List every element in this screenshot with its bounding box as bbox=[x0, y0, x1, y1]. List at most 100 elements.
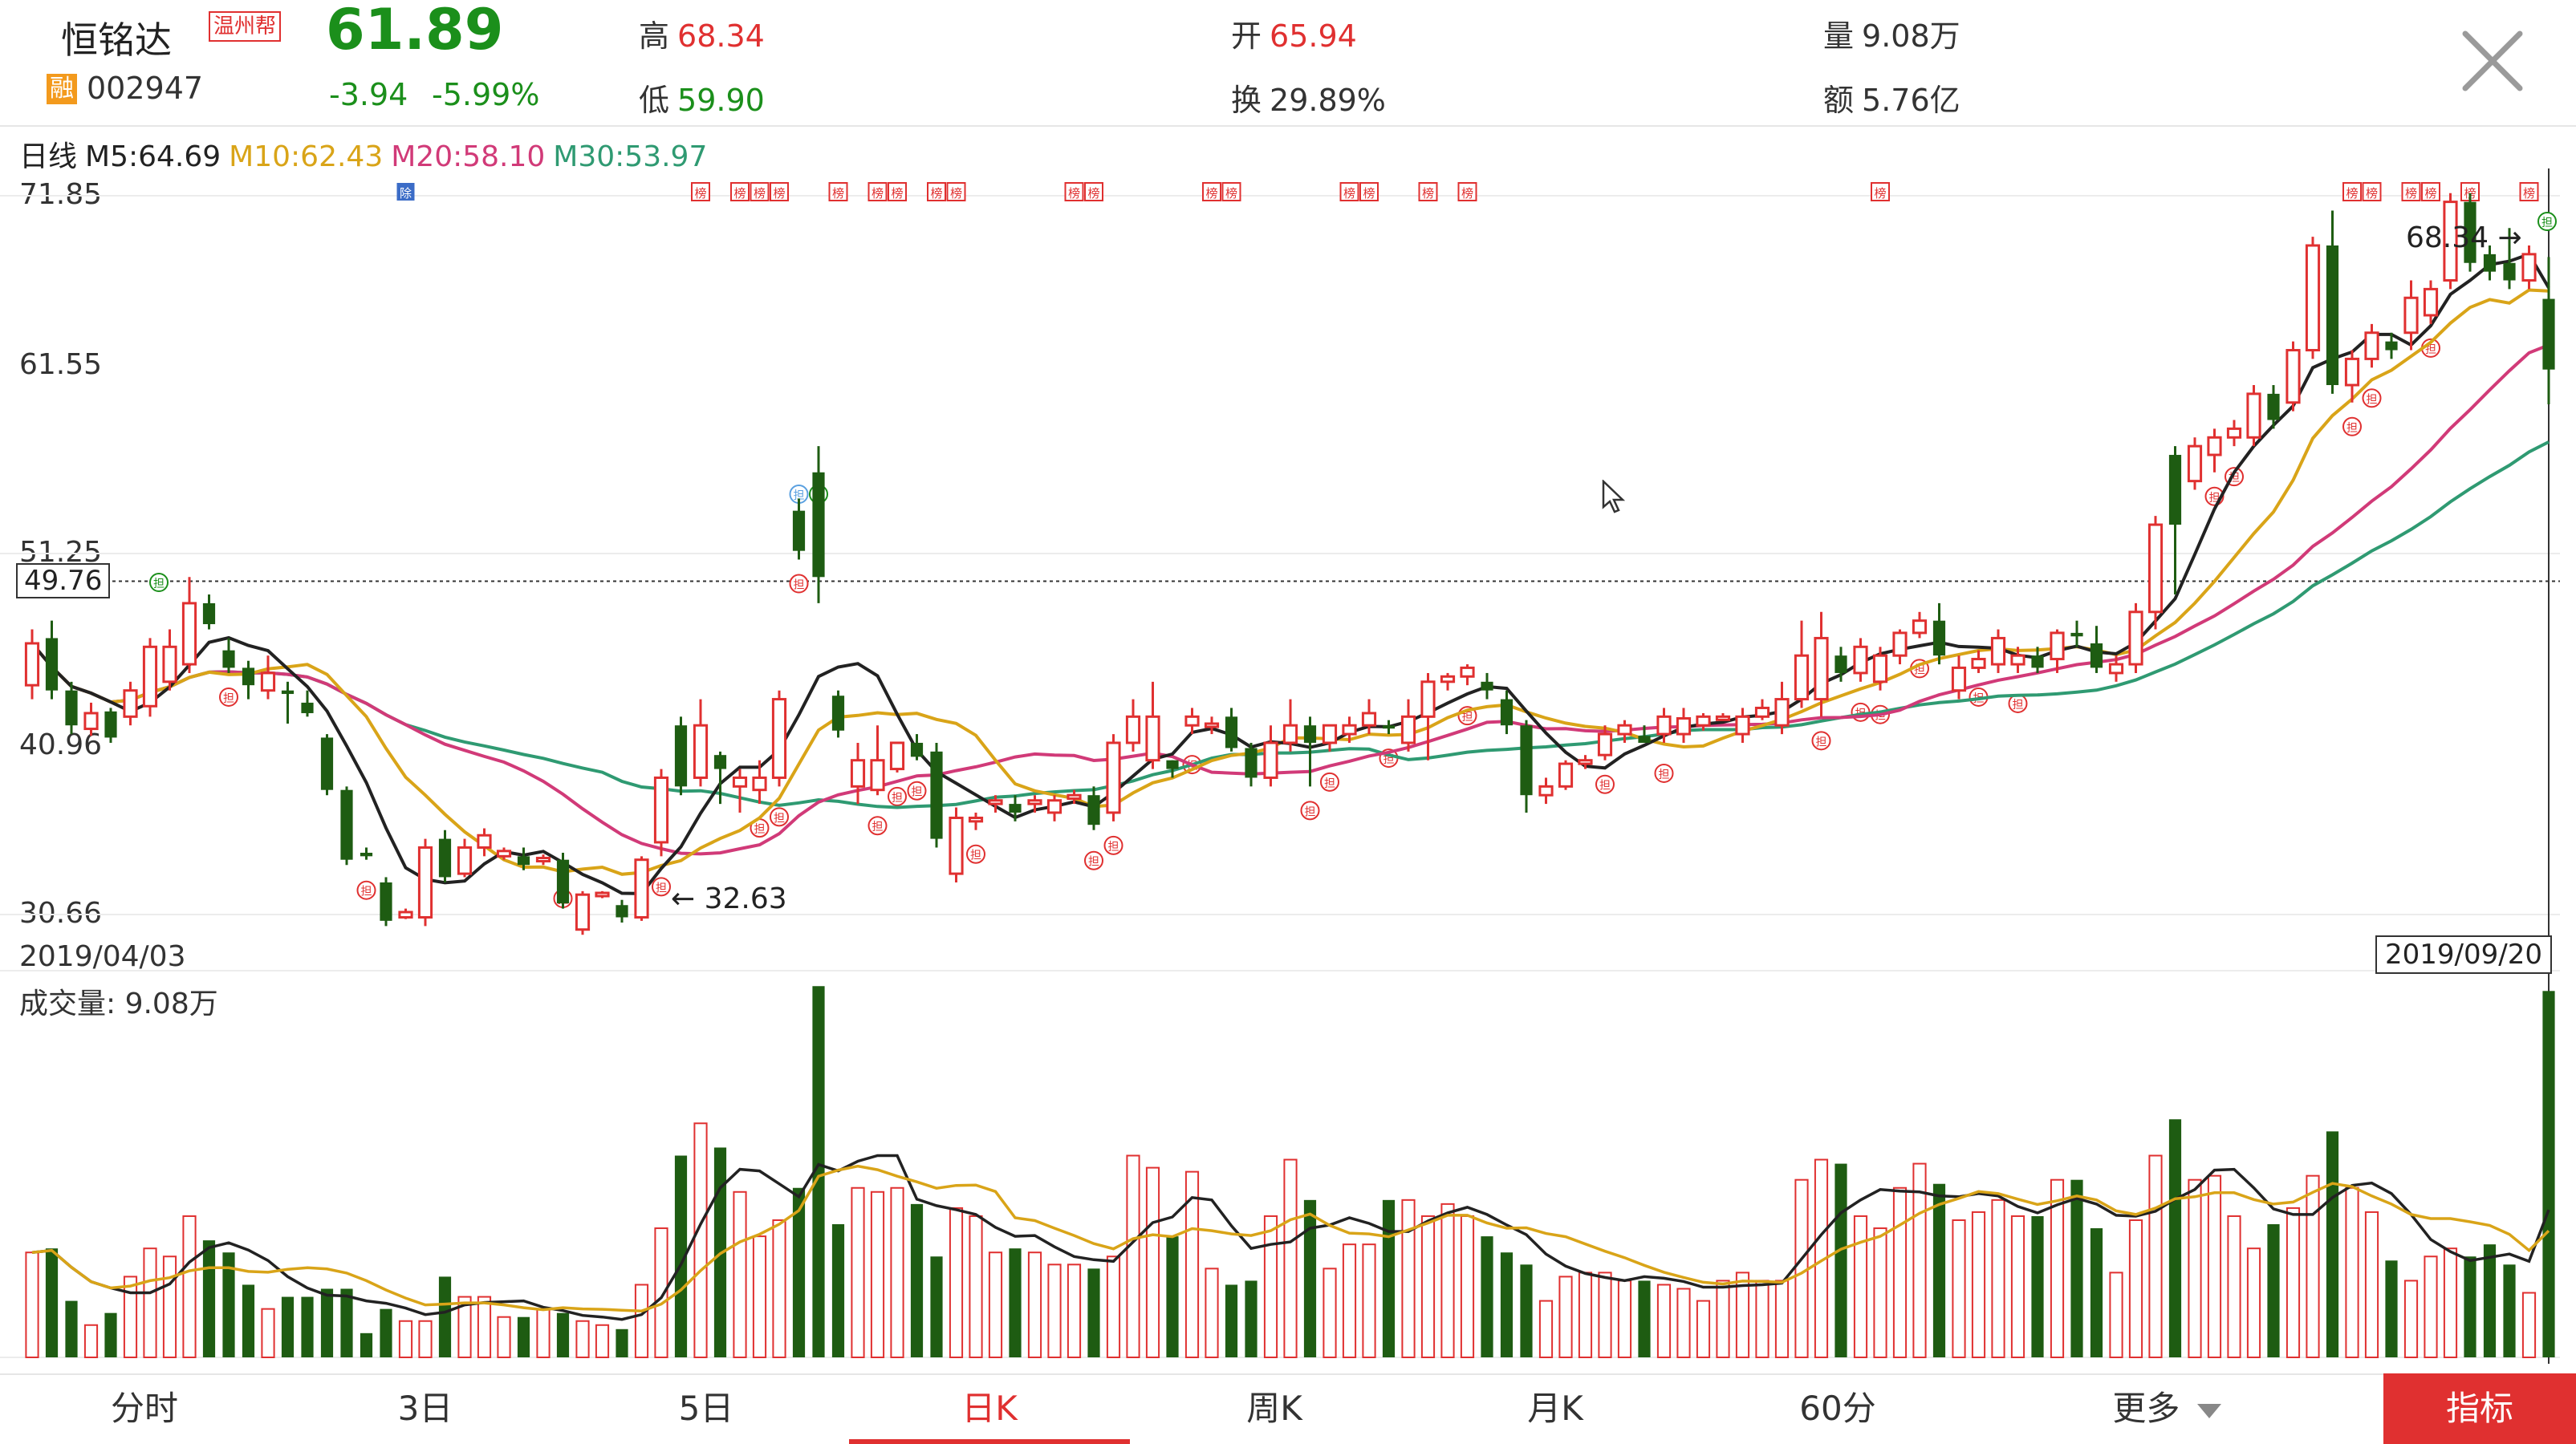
close-button[interactable] bbox=[2460, 29, 2525, 93]
candle-body bbox=[2070, 632, 2083, 637]
volume-bar bbox=[1696, 1300, 1711, 1359]
amount-label: 额 bbox=[1823, 83, 1855, 118]
tab-monthly-k[interactable]: 月K bbox=[1527, 1389, 1583, 1428]
volume-bar bbox=[1126, 1154, 1140, 1358]
candle-body bbox=[1322, 724, 1338, 744]
volume-bar bbox=[301, 1296, 314, 1357]
candle-body bbox=[595, 891, 610, 898]
candle-body bbox=[1696, 715, 1711, 727]
volume-bar bbox=[1009, 1248, 1022, 1357]
volume-bar bbox=[162, 1255, 177, 1358]
candle-body bbox=[2050, 631, 2065, 661]
candle-body bbox=[123, 689, 138, 718]
volume-bar bbox=[752, 1235, 767, 1358]
ma20-line bbox=[30, 343, 2550, 856]
dan-marker bbox=[888, 786, 907, 806]
candle-body bbox=[1145, 715, 1160, 762]
bang-marker-label: 榜 bbox=[1874, 186, 1886, 201]
dan-marker-label: 担 bbox=[656, 882, 667, 894]
candle-body bbox=[1204, 722, 1220, 728]
volume-bar bbox=[2483, 1244, 2497, 1357]
candle-body bbox=[870, 759, 885, 792]
kline-chart[interactable]: 榜榜榜榜榜榜榜榜榜榜榜榜榜榜榜榜榜榜榜榜榜榜榜榜除担担担担担担担担担担担担担担担… bbox=[0, 0, 2576, 1373]
tab-daily-k[interactable]: 日K bbox=[961, 1389, 1018, 1428]
volume-bar bbox=[1283, 1158, 1298, 1359]
candle-body bbox=[517, 856, 530, 866]
bang-marker bbox=[927, 182, 946, 201]
header-divider bbox=[0, 125, 2576, 127]
tab-3day[interactable]: 3日 bbox=[397, 1389, 453, 1428]
bang-marker bbox=[888, 182, 907, 201]
volume-bar bbox=[634, 1284, 649, 1358]
volume-bar bbox=[1676, 1288, 1691, 1359]
dan-marker bbox=[1595, 774, 1615, 794]
dan-marker bbox=[867, 816, 888, 836]
volume-bar bbox=[1735, 1272, 1750, 1359]
candle-body bbox=[1342, 724, 1357, 736]
candle-body bbox=[2031, 655, 2044, 668]
candle-body bbox=[104, 711, 117, 738]
dan-marker-label: 担 bbox=[1088, 856, 1099, 869]
event-markers: 榜榜榜榜榜榜榜榜榜榜榜榜榜榜榜榜榜榜榜榜榜榜榜榜除担担担担担担担担担担担担担担担… bbox=[149, 182, 2557, 908]
bang-marker-label: 榜 bbox=[694, 186, 706, 201]
candle-body bbox=[1794, 654, 1810, 701]
concept-tag[interactable]: 温州帮 bbox=[209, 11, 282, 42]
volume-bar bbox=[1460, 1215, 1475, 1359]
volume-bar bbox=[340, 1288, 353, 1357]
tab-weekly-k[interactable]: 周K bbox=[1246, 1389, 1302, 1428]
tab-5day[interactable]: 5日 bbox=[678, 1389, 734, 1428]
volume-bar bbox=[733, 1190, 747, 1358]
volume-bar bbox=[398, 1320, 413, 1358]
volume-bar bbox=[1145, 1166, 1160, 1359]
volume-bar bbox=[2070, 1179, 2083, 1357]
dan-marker-label: 担 bbox=[970, 850, 981, 862]
volume-bar bbox=[320, 1288, 334, 1357]
volume-bar bbox=[2521, 1292, 2537, 1358]
price-axis-label: 40.96 bbox=[19, 728, 103, 761]
volume-bar bbox=[104, 1312, 117, 1357]
tab-60min[interactable]: 60分 bbox=[1799, 1389, 1876, 1428]
candle-body bbox=[831, 696, 845, 731]
dan-marker-label: 担 bbox=[223, 692, 234, 705]
dan-marker-label: 担 bbox=[912, 786, 923, 799]
high-label: 高 bbox=[639, 18, 670, 54]
bang-marker-label: 榜 bbox=[930, 186, 942, 201]
indicator-button[interactable]: 指标 bbox=[2383, 1373, 2576, 1444]
volume-bar bbox=[1205, 1268, 1219, 1358]
volume-ma10-line bbox=[31, 1164, 2550, 1312]
volume-bar bbox=[1245, 1280, 1258, 1357]
candle-body bbox=[2207, 436, 2222, 456]
open-label: 开 bbox=[1231, 18, 1262, 54]
tab-more[interactable]: 更多 bbox=[2070, 1373, 2263, 1444]
bang-marker bbox=[946, 182, 966, 201]
start-date: 2019/04/03 bbox=[19, 940, 186, 973]
bang-marker-label: 榜 bbox=[773, 186, 785, 201]
ma30-value: M30:53.97 bbox=[553, 140, 708, 173]
end-date: 2019/09/20 bbox=[2375, 935, 2552, 974]
volume-bar bbox=[1362, 1243, 1376, 1359]
volume-bar bbox=[1834, 1163, 1847, 1357]
volume-bar bbox=[2345, 1186, 2359, 1359]
candle-body bbox=[1971, 658, 1986, 669]
volume-bar bbox=[2148, 1154, 2163, 1358]
candle-body bbox=[1638, 736, 1651, 743]
volume-label: 量 bbox=[1823, 18, 1855, 54]
candle-body bbox=[83, 712, 99, 731]
dan-marker bbox=[966, 844, 985, 864]
volume-bar bbox=[1538, 1300, 1554, 1359]
volume-bar bbox=[2424, 1255, 2438, 1358]
candle-body bbox=[2443, 201, 2458, 282]
volume-value: 9.08万 bbox=[1862, 18, 1960, 54]
volume-bar bbox=[2207, 1174, 2222, 1359]
volume-bar bbox=[1401, 1199, 1416, 1358]
volume-bar bbox=[25, 1251, 39, 1359]
stock-code: 002947 bbox=[87, 71, 204, 106]
tab-intraday[interactable]: 分时 bbox=[110, 1389, 178, 1428]
volume-bar bbox=[202, 1240, 216, 1357]
volume-bar bbox=[772, 1219, 786, 1358]
candle-body bbox=[2168, 455, 2182, 525]
dan-marker-label: 担 bbox=[2541, 217, 2553, 229]
candle-body bbox=[1303, 725, 1317, 743]
tab-more-label: 更多 bbox=[2112, 1389, 2180, 1428]
candle-body bbox=[417, 846, 433, 919]
